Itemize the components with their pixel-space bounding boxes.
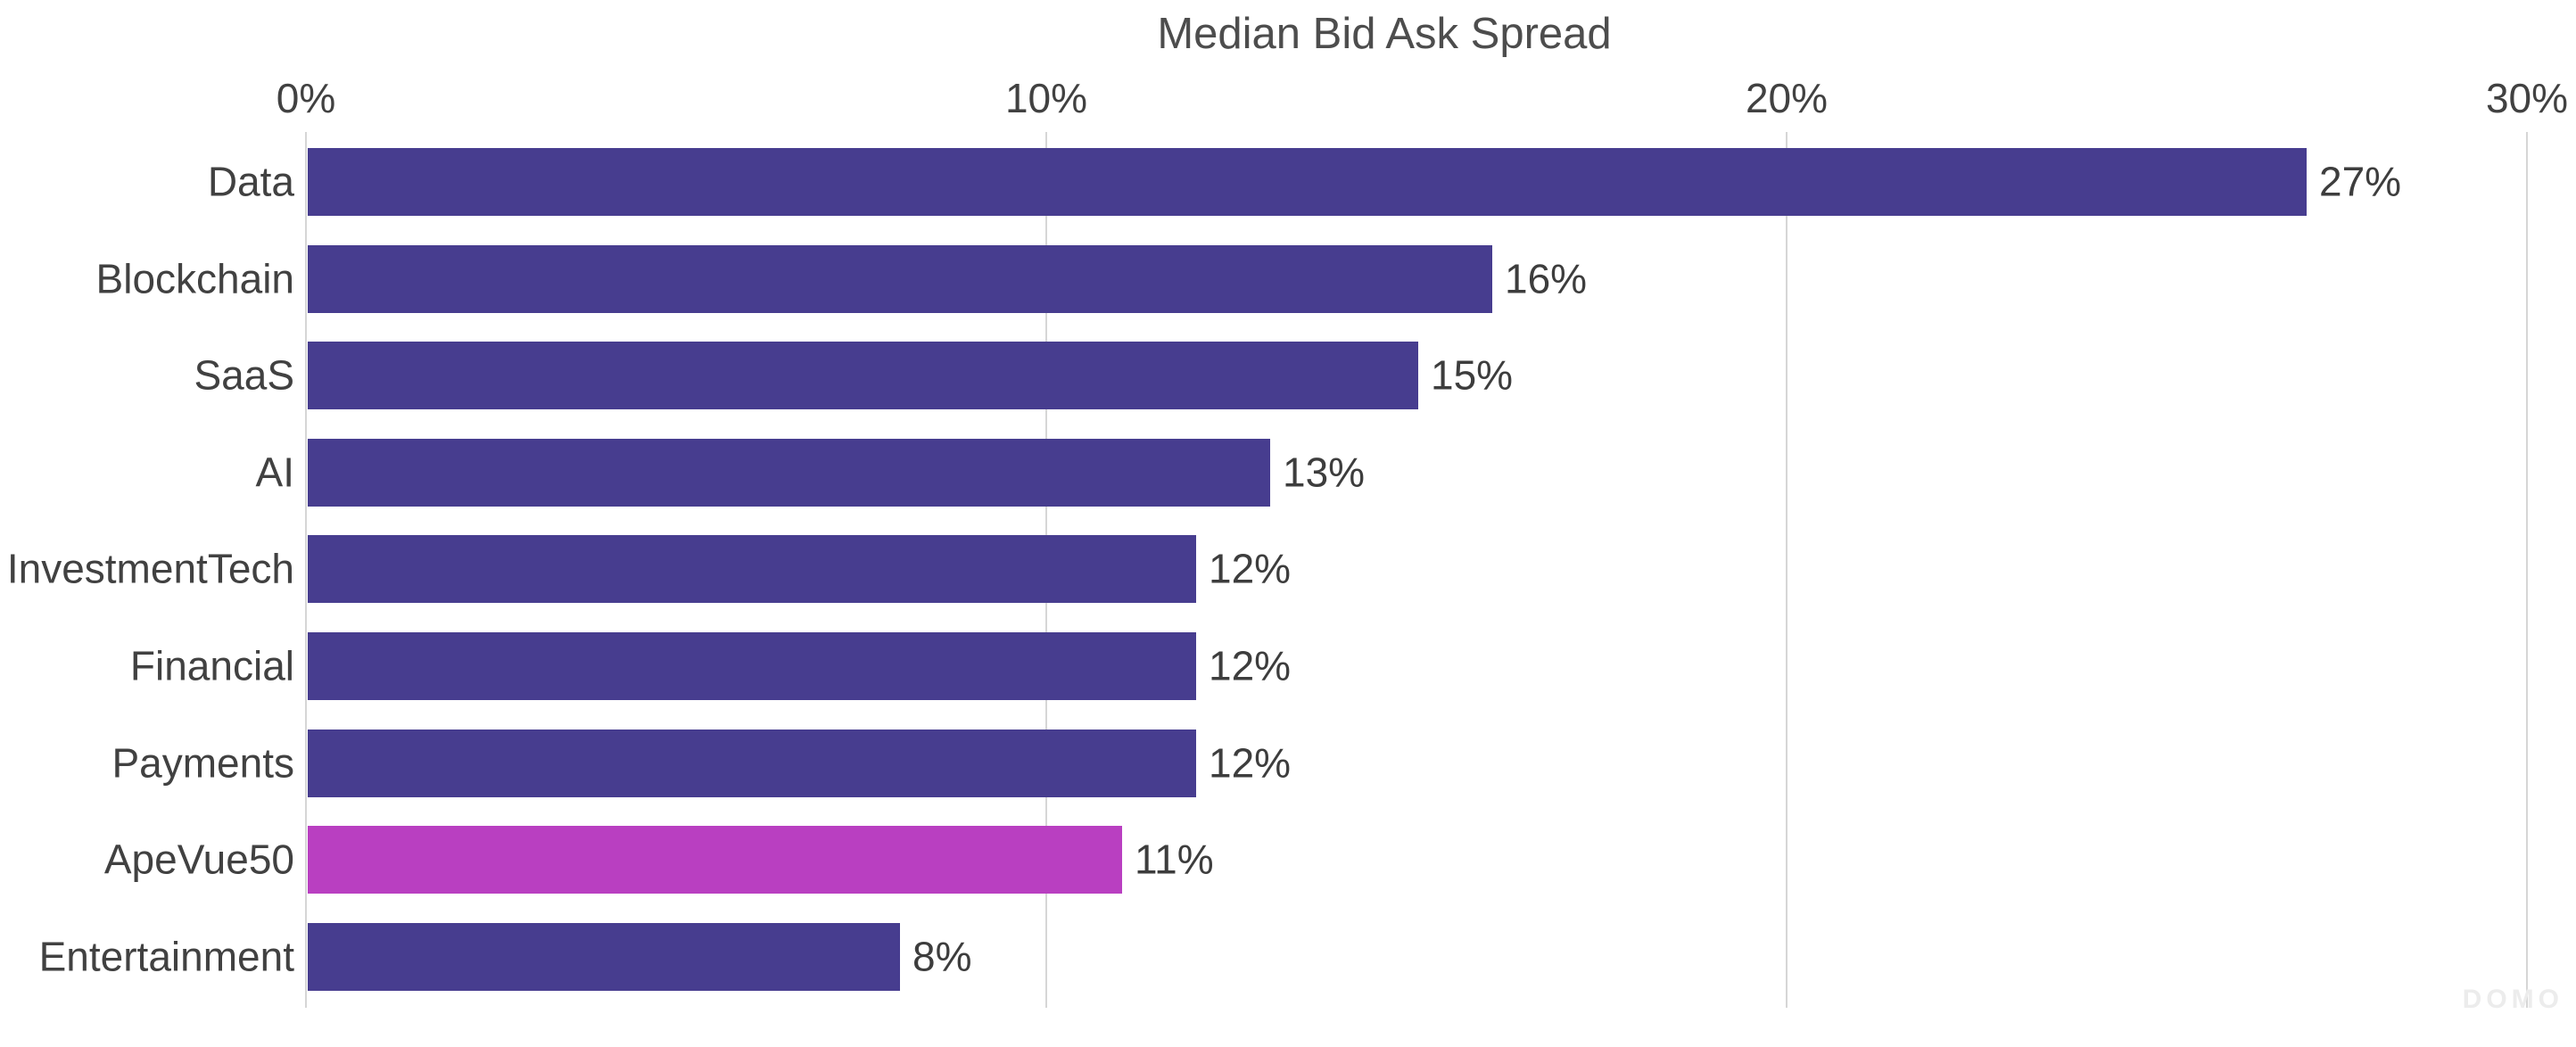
- x-tick-label: 20%: [1745, 75, 1829, 121]
- domo-watermark: DOMO: [2462, 985, 2564, 1014]
- bar-ai[interactable]: [308, 439, 1270, 507]
- value-label: 13%: [1283, 449, 1366, 496]
- bar-blockchain[interactable]: [308, 245, 1492, 313]
- category-label: ApeVue50: [103, 836, 294, 883]
- value-label: 16%: [1505, 255, 1588, 302]
- bar-data[interactable]: [308, 148, 2307, 216]
- value-label: 11%: [1135, 836, 1214, 883]
- category-label: Entertainment: [38, 933, 294, 980]
- value-label: 8%: [912, 933, 972, 980]
- x-tick-label: 10%: [1004, 75, 1088, 121]
- bar-financial[interactable]: [308, 632, 1196, 700]
- value-label: 12%: [1209, 642, 1292, 689]
- category-label: Blockchain: [95, 255, 294, 302]
- bar-payments[interactable]: [308, 730, 1196, 797]
- value-label: 12%: [1209, 739, 1292, 787]
- category-label: InvestmentTech: [6, 545, 294, 592]
- value-label: 15%: [1431, 351, 1514, 399]
- bar-saas[interactable]: [308, 342, 1418, 409]
- x-tick-label: 30%: [2485, 75, 2569, 121]
- category-label: SaaS: [194, 351, 294, 399]
- value-label: 12%: [1209, 545, 1292, 592]
- category-label: AI: [255, 449, 294, 496]
- value-label: 27%: [2319, 158, 2402, 205]
- y-axis-line: [305, 132, 307, 1008]
- x-gridline: [1786, 132, 1788, 1008]
- chart-title: Median Bid Ask Spread: [1157, 10, 1612, 58]
- x-gridline: [2526, 132, 2528, 1008]
- category-label: Payments: [111, 739, 294, 787]
- category-label: Data: [207, 158, 294, 205]
- category-label: Financial: [129, 642, 294, 689]
- bar-apevue50[interactable]: [308, 826, 1122, 894]
- bar-investmenttech[interactable]: [308, 535, 1196, 603]
- x-tick-label: 0%: [276, 75, 336, 121]
- bar-entertainment[interactable]: [308, 923, 900, 991]
